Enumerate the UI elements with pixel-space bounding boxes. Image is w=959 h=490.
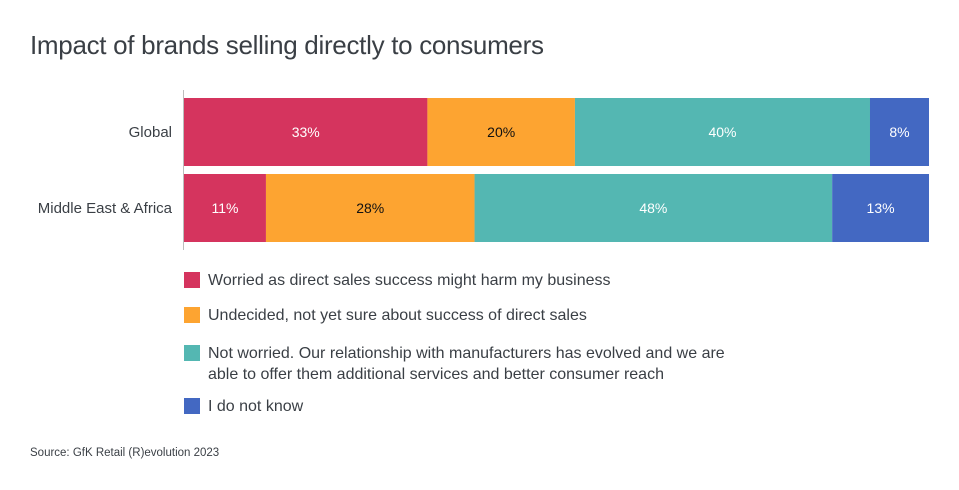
- legend-label-undecided: Undecided, not yet sure about success of…: [208, 307, 587, 324]
- legend-label-not-worried: Not worried. Our relationship with manuf…: [208, 345, 725, 383]
- bar-segment-middle-east-africa-series-0: [184, 174, 266, 242]
- data-label-global-series-3: 8%: [889, 124, 909, 140]
- bar-segment-middle-east-africa-series-3: [832, 174, 929, 242]
- bar-segment-global-series-2: [574, 98, 870, 166]
- legend-item-dont-know: I do not know: [184, 396, 748, 417]
- data-label-global-series-2: 40%: [708, 124, 736, 140]
- legend-swatch-worried: [184, 272, 200, 288]
- data-label-global-series-0: 33%: [292, 124, 320, 140]
- data-label-middle-east-africa-series-0: 11%: [211, 200, 238, 216]
- chart-title: Impact of brands selling directly to con…: [30, 30, 544, 60]
- category-label-global: Global: [129, 124, 172, 141]
- bar-segment-global-series-0: [184, 98, 428, 166]
- legend-label-dont-know: I do not know: [208, 398, 304, 415]
- legend-item-not-worried: Not worried. Our relationship with manuf…: [184, 343, 748, 385]
- legend-item-worried: Worried as direct sales success might ha…: [184, 270, 748, 291]
- legend-swatch-not-worried: [184, 345, 200, 361]
- data-label-middle-east-africa-series-3: 13%: [867, 200, 895, 216]
- bar-segment-middle-east-africa-series-1: [265, 174, 475, 242]
- data-label-middle-east-africa-series-2: 48%: [639, 200, 667, 216]
- stacked-bar-chart: Global 33% 20% 40% 8% Middle East & Africa 11%…: [38, 90, 929, 250]
- bar-segment-global-series-1: [427, 98, 575, 166]
- category-label-middle-east-africa: Middle East & Africa: [38, 200, 173, 217]
- bar-segment-middle-east-africa-series-2: [474, 174, 833, 242]
- bar-segment-global-series-3: [869, 98, 929, 166]
- legend-item-undecided: Undecided, not yet sure about success of…: [184, 305, 748, 326]
- source-note: Source: GfK Retail (R)evolution 2023: [30, 447, 220, 459]
- legend-label-worried: Worried as direct sales success might ha…: [208, 272, 611, 289]
- legend-swatch-undecided: [184, 307, 200, 323]
- legend-swatch-dont-know: [184, 398, 200, 414]
- data-label-middle-east-africa-series-1: 28%: [356, 200, 384, 216]
- data-label-global-series-1: 20%: [487, 124, 515, 140]
